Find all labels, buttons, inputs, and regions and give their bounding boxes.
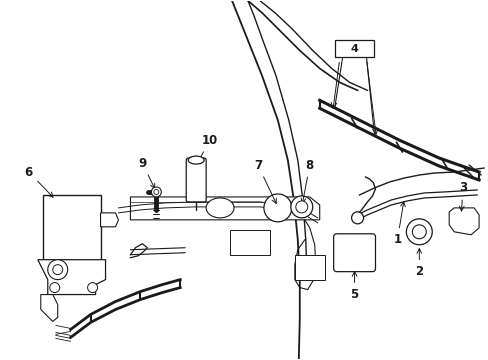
Circle shape bbox=[406, 219, 431, 245]
Bar bbox=[42, 195, 101, 260]
Bar bbox=[294, 255, 324, 280]
Ellipse shape bbox=[188, 156, 203, 164]
Circle shape bbox=[411, 225, 426, 239]
Polygon shape bbox=[130, 197, 319, 220]
Circle shape bbox=[154, 189, 159, 194]
Circle shape bbox=[295, 201, 307, 213]
Text: 5: 5 bbox=[350, 271, 358, 301]
Circle shape bbox=[151, 187, 161, 197]
Circle shape bbox=[48, 260, 67, 280]
Ellipse shape bbox=[206, 198, 234, 218]
Polygon shape bbox=[101, 213, 118, 227]
Text: 8: 8 bbox=[301, 158, 313, 203]
Text: 4: 4 bbox=[350, 44, 358, 54]
Circle shape bbox=[351, 212, 363, 224]
FancyBboxPatch shape bbox=[186, 158, 206, 202]
Polygon shape bbox=[41, 294, 58, 321]
Bar bbox=[229, 230, 269, 255]
Text: 1: 1 bbox=[392, 202, 405, 246]
Text: 3: 3 bbox=[458, 181, 466, 211]
Circle shape bbox=[264, 194, 291, 222]
Polygon shape bbox=[38, 260, 105, 294]
FancyBboxPatch shape bbox=[333, 234, 375, 272]
Circle shape bbox=[87, 283, 98, 293]
Text: 2: 2 bbox=[414, 249, 423, 278]
Circle shape bbox=[50, 283, 60, 293]
Circle shape bbox=[290, 196, 312, 218]
Text: 6: 6 bbox=[25, 166, 53, 197]
Polygon shape bbox=[448, 208, 478, 235]
Text: 10: 10 bbox=[198, 134, 218, 162]
Text: 9: 9 bbox=[138, 157, 154, 189]
Circle shape bbox=[53, 265, 62, 275]
Bar bbox=[334, 40, 374, 58]
Text: 7: 7 bbox=[253, 158, 276, 203]
